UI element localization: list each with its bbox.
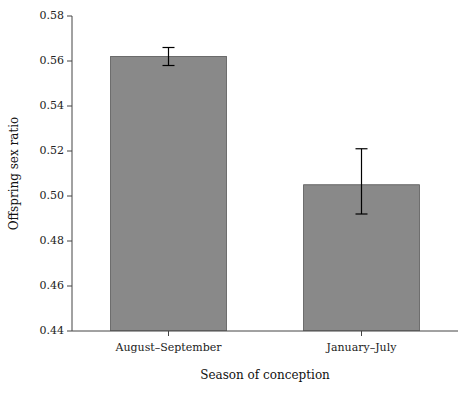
y-axis-title: Offspring sex ratio — [7, 117, 21, 231]
y-axis: 0.44 0.46 0.48 0.50 0.52 0.54 0.56 0.58 — [40, 9, 73, 337]
y-tick-label: 0.46 — [40, 279, 65, 292]
error-cap-upper — [356, 148, 368, 149]
error-bar — [356, 149, 368, 214]
y-tick-label: 0.44 — [40, 324, 65, 337]
y-tick-label: 0.56 — [40, 54, 65, 67]
error-stem — [361, 149, 362, 214]
y-tick — [67, 106, 72, 107]
y-tick — [67, 61, 72, 62]
plot-marks — [111, 48, 420, 332]
y-tick — [67, 16, 72, 17]
x-axis-line — [72, 331, 458, 332]
y-tick-label: 0.52 — [40, 144, 65, 157]
x-tick-label: January–July — [326, 341, 398, 354]
error-cap-upper — [163, 47, 175, 48]
error-stem — [168, 48, 169, 66]
x-axis-title: Season of conception — [200, 368, 330, 382]
error-cap-lower — [356, 213, 368, 214]
bar — [111, 57, 227, 332]
y-axis-line — [72, 16, 73, 331]
y-tick-label: 0.50 — [40, 189, 65, 202]
x-tick-label: August–September — [115, 341, 223, 354]
chart-container: 0.44 0.46 0.48 0.50 0.52 0.54 0.56 0.58 August–S… — [0, 0, 474, 393]
x-axis: August–September January–July — [115, 331, 398, 354]
y-tick — [67, 151, 72, 152]
error-bar — [163, 48, 175, 66]
y-tick-label: 0.54 — [40, 99, 65, 112]
y-tick — [67, 286, 72, 287]
x-tick — [168, 331, 169, 336]
x-tick — [361, 331, 362, 336]
y-tick — [67, 241, 72, 242]
error-cap-lower — [163, 65, 175, 66]
chart-svg: 0.44 0.46 0.48 0.50 0.52 0.54 0.56 0.58 August–S… — [0, 0, 474, 393]
y-tick — [67, 196, 72, 197]
y-tick — [67, 331, 72, 332]
y-tick-label: 0.48 — [40, 234, 65, 247]
y-tick-label: 0.58 — [40, 9, 65, 22]
